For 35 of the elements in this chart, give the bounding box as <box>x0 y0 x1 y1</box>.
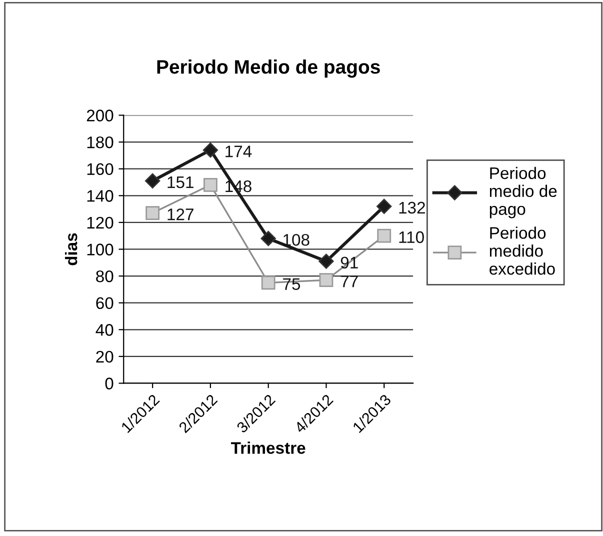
point <box>202 142 218 158</box>
data-label: 75 <box>283 278 300 290</box>
data-label: 77 <box>340 276 358 288</box>
legend-label: Periodo medio de pago <box>490 166 557 218</box>
data-label: 151 <box>168 176 194 188</box>
point <box>146 206 160 220</box>
y-tick-label: 60 <box>96 297 114 310</box>
y-tick-label: 160 <box>87 163 114 176</box>
point <box>318 254 334 269</box>
point <box>260 230 276 246</box>
y-tick-label: 120 <box>87 216 114 229</box>
y-tick-label: 80 <box>96 270 114 282</box>
data-label: 110 <box>399 231 424 244</box>
data-label: 174 <box>226 146 252 158</box>
y-axis-title: dias <box>64 233 78 266</box>
legend-label: Periodo medido excedido <box>490 226 555 275</box>
y-tick-label: 180 <box>87 136 114 148</box>
data-label: 108 <box>283 234 310 246</box>
x-axis-title: Trimestre <box>231 442 306 454</box>
data-label: 91 <box>340 256 358 269</box>
point <box>319 273 334 288</box>
point <box>376 198 392 214</box>
y-tick-label: 0 <box>105 378 114 390</box>
point <box>261 276 276 290</box>
data-label: 127 <box>168 208 194 220</box>
y-tick-label: 20 <box>96 350 114 363</box>
chart-title: Periodo Medio de pagos <box>157 59 380 78</box>
y-tick-label: 100 <box>87 244 114 256</box>
point <box>144 173 160 188</box>
y-tick-label: 140 <box>87 190 114 202</box>
y-tick-label: 40 <box>96 324 114 336</box>
y-tick-label: 200 <box>86 110 114 122</box>
point <box>377 228 392 243</box>
data-label: 132 <box>399 202 425 214</box>
point <box>204 178 218 192</box>
